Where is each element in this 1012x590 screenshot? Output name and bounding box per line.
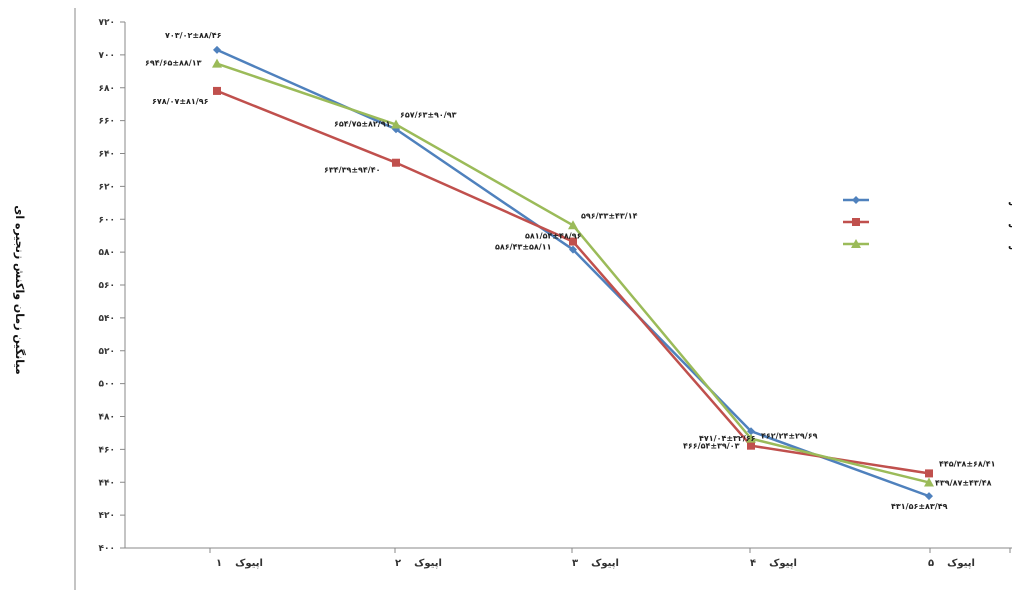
- data-point-square: [852, 218, 860, 226]
- x-tick-label: اپیوک: [414, 558, 442, 569]
- data-point-triangle: [924, 477, 934, 487]
- y-tick-group: ۴۰۰ ۴۲۰ ۴۴۰ ۴۶۰ ۴۸۰ ۵۰۰ ۵۲۰ ۵۴۰ ۵۶۰ ۵۸۰ ۶۰۰ ۶۲۰ ۶۴۰ ۶…: [99, 18, 125, 554]
- data-point-triangle: [212, 58, 222, 68]
- legend-label: گروه ۶ ساعت تمرین آسایی: [1008, 194, 1012, 207]
- data-point-square: [392, 158, 400, 167]
- y-tick-label: ۴۲۰: [99, 511, 115, 521]
- data-label: ۴۷۱/۰۴±۳۲/۶۶: [699, 434, 756, 443]
- data-label: ۵۸۶/۴۳±۵۸/۱۱: [495, 243, 552, 252]
- data-label: ۵۸۱/۵۴±۴۸/۹۶: [525, 232, 582, 241]
- x-tick-number: ۱: [216, 558, 222, 569]
- x-tick-number: ۳: [572, 558, 578, 569]
- y-tick-label: ۴۴۰: [99, 478, 115, 488]
- y-tick-label: ۷۰۰: [99, 51, 115, 61]
- legend: گروه ۶ ساعت تمرین آسایی گروه ۲۴ ساعت تمری…: [843, 194, 1012, 251]
- data-point-diamond: [213, 45, 221, 54]
- y-axis-label: میانگین زمان واکنش زنجیره ای: [13, 205, 26, 374]
- y-tick-label: ۵۶۰: [99, 281, 115, 291]
- data-label: ۴۶۲/۲۴±۲۹/۶۹: [761, 432, 818, 441]
- legend-label: گروه ۷۲ ساعت تمرین آسایی: [1008, 238, 1012, 251]
- x-tick-label: اپیوک: [769, 558, 797, 569]
- data-point-square: [569, 237, 577, 246]
- data-point-square: [747, 441, 755, 450]
- data-point-square: [213, 86, 221, 95]
- y-tick-label: ۶۶۰: [99, 117, 115, 127]
- y-tick-label: ۴۶۰: [99, 445, 115, 455]
- y-tick-label: ۵۲۰: [99, 347, 115, 357]
- y-tick-label: ۶۰۰: [99, 215, 115, 225]
- x-tick-number: ۲: [395, 558, 401, 569]
- y-tick-label: ۶۴۰: [99, 150, 115, 160]
- series-group: [212, 45, 934, 501]
- data-point-triangle: [746, 433, 756, 443]
- data-point-diamond: [852, 196, 860, 204]
- data-point-square: [925, 469, 933, 478]
- data-point-diamond: [747, 427, 755, 436]
- x-tick-group: ۱ اپیوک ۲ اپیوک ۳ اپیوک ۴ اپیوک ۵ اپیوک: [209, 548, 1011, 569]
- y-tick-label: ۴۰۰: [99, 544, 115, 554]
- data-label: ۵۹۶/۳۳±۴۳/۱۴: [581, 211, 638, 220]
- data-label: ۴۳۱/۵۶±۸۳/۴۹: [891, 502, 948, 511]
- data-label-group: ۷۰۳/۰۲±۸۸/۴۶ ۶۵۴/۷۵±۸۲/۹۱ ۵۸۱/۵۴±۴۸/۹۶ ۴۷۱/…: [145, 31, 996, 511]
- data-label: ۶۳۴/۳۹±۹۴/۴۰: [324, 166, 381, 175]
- data-point-triangle: [568, 220, 578, 230]
- y-tick-label: ۵۸۰: [99, 248, 115, 258]
- data-label: ۴۴۵/۳۸±۶۸/۴۱: [939, 459, 996, 468]
- data-point-triangle: [851, 239, 861, 248]
- data-point-triangle: [391, 119, 401, 129]
- x-tick-number: ۵: [928, 558, 934, 569]
- y-tick-label: ۵۴۰: [99, 314, 115, 324]
- x-tick-label: اپیوک: [591, 558, 619, 569]
- data-label: ۶۵۷/۶۳±۹۰/۹۳: [400, 111, 457, 120]
- x-tick-label: اپیوک: [947, 558, 975, 569]
- y-tick-label: ۷۲۰: [99, 18, 115, 28]
- data-label: ۶۵۴/۷۵±۸۲/۹۱: [334, 119, 391, 128]
- data-point-diamond: [925, 492, 933, 501]
- data-label: ۶۷۸/۰۷±۸۱/۹۶: [152, 97, 209, 106]
- series-line: [216, 48, 930, 498]
- y-tick-label: ۴۸۰: [99, 413, 115, 423]
- x-tick-label: اپیوک: [235, 558, 263, 569]
- data-label: ۶۹۴/۶۵±۸۸/۱۳: [145, 59, 202, 68]
- y-tick-label: ۶۲۰: [99, 182, 115, 192]
- series-line: [216, 89, 930, 475]
- x-tick-number: ۴: [750, 558, 756, 569]
- series-line: [216, 62, 930, 484]
- data-label: ۴۳۹/۸۷±۴۳/۴۸: [935, 478, 992, 487]
- data-label: ۷۰۳/۰۲±۸۸/۴۶: [165, 31, 222, 40]
- legend-label: گروه ۲۴ ساعت تمرین آسایی: [1008, 216, 1012, 229]
- y-tick-label: ۵۰۰: [99, 380, 115, 390]
- data-point-diamond: [569, 245, 577, 254]
- y-tick-label: ۶۸۰: [99, 84, 115, 94]
- data-label: ۴۶۶/۵۴±۳۹/۰۳: [683, 442, 740, 451]
